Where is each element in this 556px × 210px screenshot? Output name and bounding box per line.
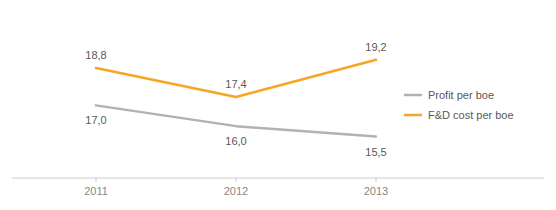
legend: Profit per boe F&D cost per boe <box>404 89 514 121</box>
data-label: 19,2 <box>365 41 386 53</box>
x-tick <box>236 178 237 182</box>
legend-swatch <box>404 114 422 117</box>
lines <box>96 60 376 137</box>
chart-container: 2011 2012 2013 17,0 16,0 15,5 18,8 17,4 19,2 Prof… <box>0 0 556 210</box>
legend-swatch <box>404 94 422 97</box>
line <box>96 105 376 136</box>
line <box>96 60 376 97</box>
legend-label: F&D cost per boe <box>428 109 514 121</box>
x-tick-label: 2013 <box>364 185 388 197</box>
data-label: 16,0 <box>225 135 246 147</box>
x-axis: 2011 2012 2013 <box>84 178 388 197</box>
x-axis-line <box>12 178 544 179</box>
x-tick-label: 2012 <box>224 185 248 197</box>
data-label: 18,8 <box>85 49 106 61</box>
data-label: 15,5 <box>365 146 386 158</box>
x-tick <box>96 178 97 182</box>
chart: 2011 2012 2013 17,0 16,0 15,5 18,8 17,4 19,2 Prof… <box>0 0 556 210</box>
data-label: 17,4 <box>225 78 246 90</box>
x-tick-label: 2011 <box>84 185 108 197</box>
data-labels: 17,0 16,0 15,5 18,8 17,4 19,2 <box>85 41 386 158</box>
x-tick <box>376 178 377 182</box>
data-label: 17,0 <box>85 114 106 126</box>
legend-label: Profit per boe <box>428 89 494 101</box>
